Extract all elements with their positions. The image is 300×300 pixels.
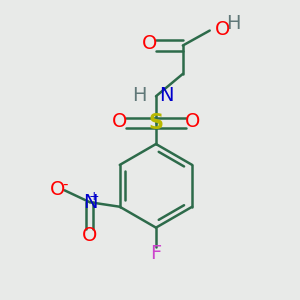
Text: -: - <box>62 177 68 192</box>
Text: O: O <box>50 180 66 199</box>
Text: N: N <box>160 85 174 105</box>
Text: H: H <box>132 85 146 105</box>
Text: N: N <box>83 193 97 212</box>
Text: H: H <box>226 14 241 34</box>
Text: F: F <box>150 244 162 263</box>
Text: +: + <box>89 190 99 203</box>
Text: O: O <box>82 226 98 245</box>
Text: O: O <box>142 34 157 53</box>
Text: O: O <box>215 20 230 40</box>
Text: O: O <box>112 112 127 131</box>
Text: S: S <box>148 113 164 133</box>
Text: O: O <box>185 112 200 131</box>
